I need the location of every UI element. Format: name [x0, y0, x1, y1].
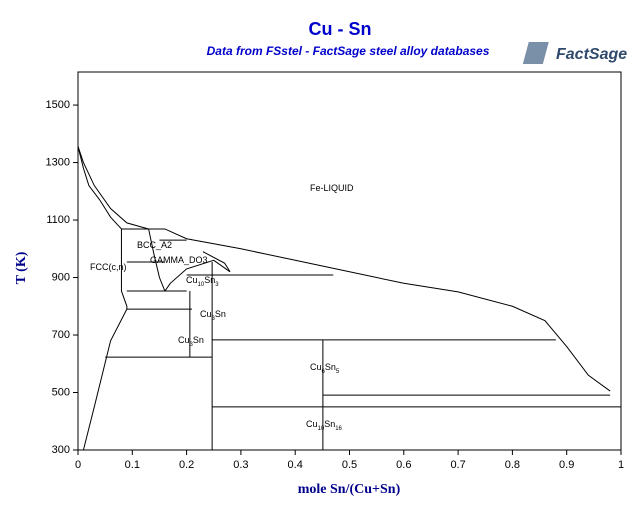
- label-part: Sn: [324, 419, 335, 429]
- region-label: Cu10Sn3: [186, 275, 219, 287]
- label-part: Cu: [200, 309, 212, 319]
- phase-boundary: [82, 308, 128, 451]
- label-part: Fe-LIQUID: [310, 183, 354, 193]
- label-part: 5: [336, 369, 340, 375]
- phase-boundary: [77, 146, 122, 230]
- x-tick-label: 0.4: [288, 459, 303, 471]
- region-label: Fe-LIQUID: [310, 183, 354, 193]
- label-part: 16: [335, 426, 342, 432]
- label-part: Cu: [310, 362, 322, 372]
- region-label: Cu6Sn5: [310, 362, 340, 374]
- label-part: Cu: [178, 335, 190, 345]
- y-tick-label: 1500: [46, 99, 70, 111]
- x-tick-label: 0.6: [396, 459, 411, 471]
- x-tick-label: 0.9: [559, 459, 574, 471]
- x-axis-label: mole Sn/(Cu+Sn): [298, 482, 401, 497]
- region-label: Cu3Sn: [178, 335, 204, 347]
- logo-icon: [522, 42, 549, 64]
- phase-boundary: [77, 146, 611, 392]
- y-tick-label: 900: [52, 271, 70, 283]
- logo-text: FactSage: [556, 46, 627, 63]
- y-tick-label: 700: [52, 329, 70, 341]
- phase-boundary: [148, 228, 166, 292]
- x-tick-label: 0.7: [450, 459, 465, 471]
- logo: FactSage: [522, 42, 627, 64]
- chart-subtitle: Data from FSstel - FactSage steel alloy …: [207, 44, 490, 58]
- label-part: FCC(c,n): [90, 262, 127, 272]
- y-tick-label: 1100: [46, 214, 70, 226]
- x-tick-label: 0.1: [125, 459, 140, 471]
- x-tick-label: 0.5: [342, 459, 357, 471]
- region-label: GAMMA_DO3: [150, 255, 208, 265]
- y-tick-label: 1300: [46, 156, 70, 168]
- label-part: Cu: [186, 275, 198, 285]
- label-part: 3: [190, 342, 194, 348]
- label-part: 10: [198, 282, 205, 288]
- chart-title: Cu - Sn: [309, 19, 372, 39]
- x-tick-label: 0.3: [233, 459, 248, 471]
- region-label: BCC_A2: [137, 240, 172, 250]
- y-tick-label: 300: [52, 444, 70, 456]
- label-part: 3: [212, 316, 216, 322]
- label-part: Sn: [325, 362, 336, 372]
- phase-boundary: [120, 228, 128, 310]
- label-part: GAMMA_DO3: [150, 255, 208, 265]
- label-part: 3: [215, 282, 219, 288]
- label-part: Sn: [204, 275, 215, 285]
- region-label: Cu3Sn: [200, 309, 226, 321]
- label-part: Cu: [306, 419, 318, 429]
- x-tick-label: 0.2: [179, 459, 194, 471]
- y-tick-label: 500: [52, 386, 70, 398]
- label-part: Sn: [215, 309, 226, 319]
- region-label: FCC(c,n): [90, 262, 127, 272]
- region-label: Cu10Sn16: [306, 419, 343, 431]
- label-part: Sn: [193, 335, 204, 345]
- x-tick-label: 1: [618, 459, 624, 471]
- y-axis-label: T (K): [14, 251, 29, 284]
- x-tick-label: 0: [75, 459, 81, 471]
- phase-boundary: [164, 251, 231, 292]
- x-tick-label: 0.8: [505, 459, 520, 471]
- label-part: 10: [318, 426, 325, 432]
- label-part: 6: [322, 369, 326, 375]
- label-part: BCC_A2: [137, 240, 172, 250]
